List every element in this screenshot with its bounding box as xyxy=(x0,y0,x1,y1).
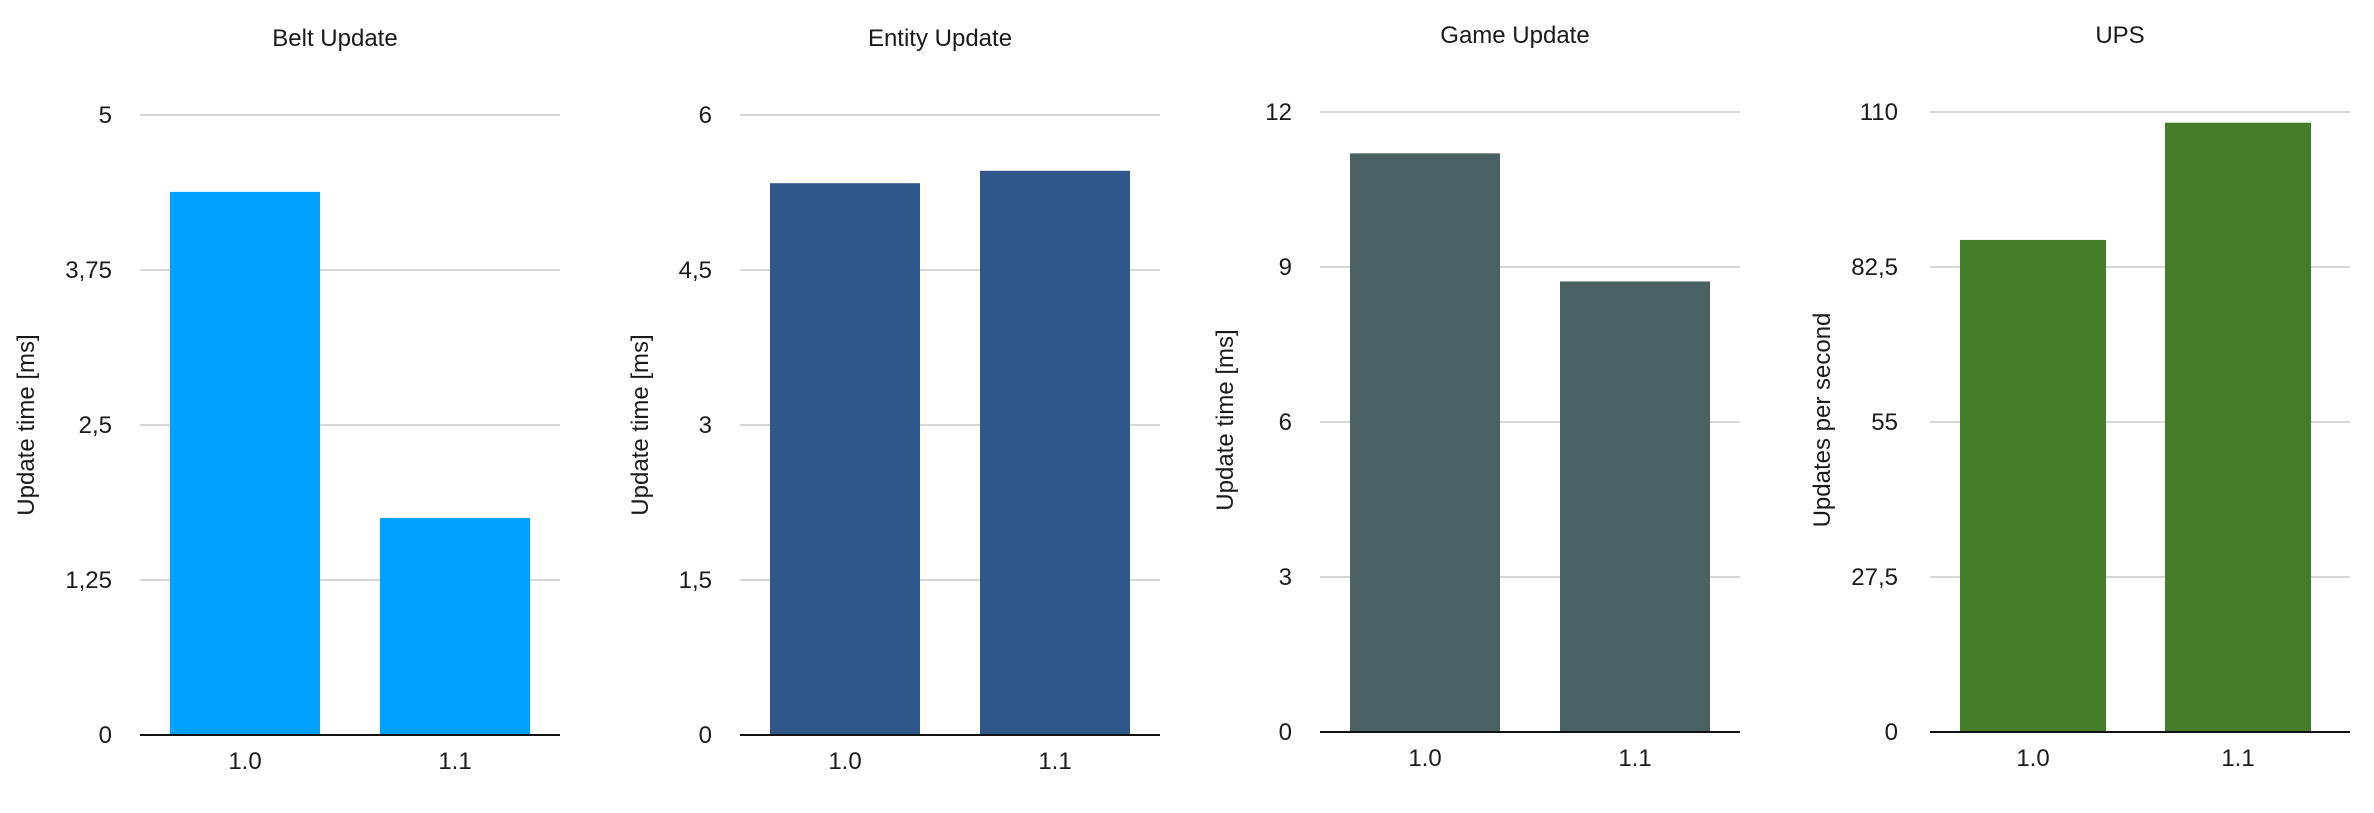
y-tick-label: 3 xyxy=(1279,564,1292,591)
chart-2: Game Update 0 3 6 9 12 1.0 1.1 Update time [ms] xyxy=(1212,22,1740,772)
y-tick-label: 82,5 xyxy=(1851,254,1898,281)
y-axis-label: Update time [ms] xyxy=(1212,329,1239,510)
y-axis-label: Updates per second xyxy=(1809,313,1836,528)
x-tick-label: 1.0 xyxy=(1408,745,1441,772)
y-tick-label: 27,5 xyxy=(1851,564,1898,591)
chart-title: Game Update xyxy=(1440,22,1589,49)
chart-title: UPS xyxy=(2095,22,2144,49)
y-tick-label: 1,5 xyxy=(679,567,712,594)
y-axis-label: Update time [ms] xyxy=(627,334,654,515)
y-tick-label: 5 xyxy=(99,102,112,129)
x-tick-label: 1.1 xyxy=(1038,748,1071,775)
bar-1.0 xyxy=(170,191,320,735)
bar-1.0 xyxy=(1960,239,2106,733)
y-tick-label: 0 xyxy=(1885,719,1898,746)
y-tick-label: 0 xyxy=(1279,719,1292,746)
y-tick-label: 0 xyxy=(99,722,112,749)
x-tick-label: 1.0 xyxy=(228,748,261,775)
x-tick-label: 1.0 xyxy=(828,748,861,775)
bar-1.1 xyxy=(1560,281,1710,732)
bar-1.0 xyxy=(770,183,920,735)
bar-1.1 xyxy=(2165,122,2311,732)
y-tick-label: 3,75 xyxy=(65,257,112,284)
chart-3: UPS 0 27,5 55 82,5 110 1.0 1.1 Updates per secon… xyxy=(1809,22,2350,772)
y-tick-label: 0 xyxy=(699,722,712,749)
bar-1.1 xyxy=(980,170,1130,736)
y-tick-label: 9 xyxy=(1279,254,1292,281)
y-tick-label: 55 xyxy=(1871,409,1898,436)
x-tick-label: 1.1 xyxy=(438,748,471,775)
x-tick-label: 1.0 xyxy=(2016,745,2049,772)
y-axis-label: Update time [ms] xyxy=(13,334,40,515)
y-tick-label: 110 xyxy=(1860,99,1898,126)
chart-title: Entity Update xyxy=(868,25,1012,52)
y-tick-label: 3 xyxy=(699,412,712,439)
chart-1: Entity Update 0 1,5 3 4,5 6 1.0 1.1 Update time … xyxy=(627,25,1160,775)
chart-0: Belt Update 0 1,25 2,5 3,75 5 1.0 1.1 Update tim… xyxy=(13,25,560,775)
y-tick-label: 6 xyxy=(699,102,712,129)
y-tick-label: 2,5 xyxy=(79,412,112,439)
bar-1.1 xyxy=(380,518,530,735)
y-tick-label: 6 xyxy=(1279,409,1292,436)
chart-title: Belt Update xyxy=(272,25,397,52)
x-tick-label: 1.1 xyxy=(1618,745,1651,772)
y-tick-label: 4,5 xyxy=(679,257,712,284)
x-tick-label: 1.1 xyxy=(2221,745,2254,772)
bar-1.0 xyxy=(1350,153,1500,733)
y-tick-label: 1,25 xyxy=(65,567,112,594)
y-tick-label: 12 xyxy=(1265,99,1292,126)
